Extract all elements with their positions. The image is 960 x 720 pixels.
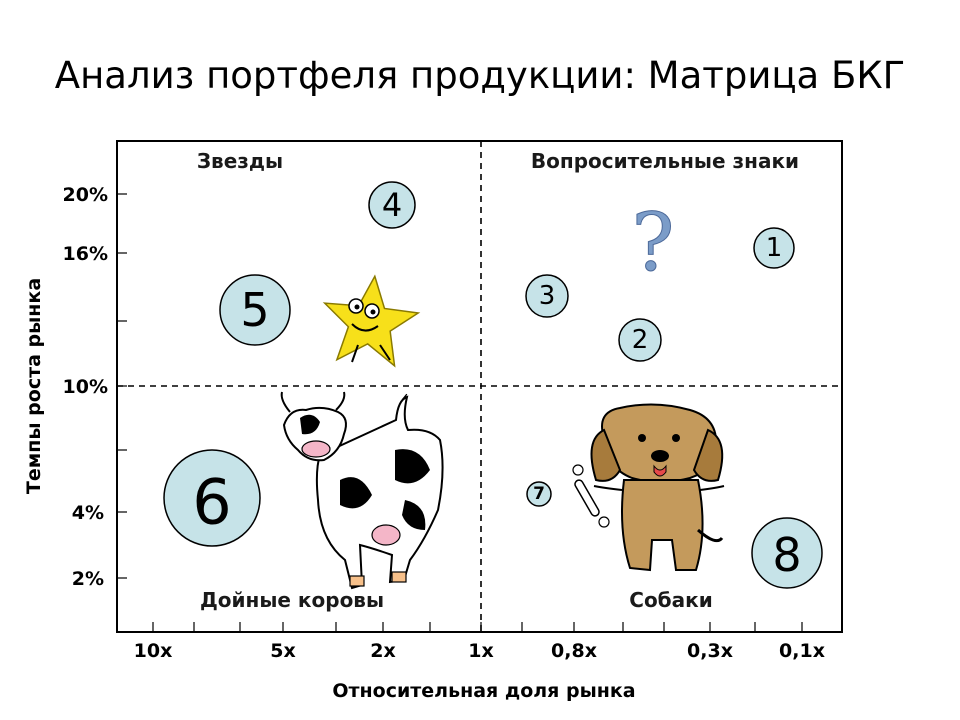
product-number: 3 <box>539 281 556 311</box>
y-tick-label: 20% <box>63 184 108 206</box>
product-bubble: 1 <box>753 227 795 269</box>
product-bubble: 2 <box>618 318 662 362</box>
x-tick-label: 0,8x <box>551 640 597 662</box>
x-tick-label: 10x <box>134 640 173 662</box>
star-icon <box>322 274 421 368</box>
x-tick-label: 0,1x <box>779 640 825 662</box>
quadrant-label-stars: Звезды <box>197 149 283 173</box>
quadrant-label-dogs: Собаки <box>629 588 712 612</box>
question-mark-icon: ? <box>632 196 675 289</box>
product-bubble: 5 <box>219 274 291 346</box>
y-tick-label: 4% <box>72 502 104 524</box>
quadrant-label-question-marks: Вопросительные знаки <box>531 149 799 173</box>
y-axis-title: Темпы роста рынка <box>23 278 45 494</box>
product-number: 5 <box>240 283 269 337</box>
product-number: 8 <box>772 528 801 582</box>
page-title: Анализ портфеля продукции: Матрица БКГ <box>55 54 905 97</box>
x-tick-label: 0,3x <box>687 640 733 662</box>
y-tick-label: 10% <box>63 376 108 398</box>
y-tick-label: 16% <box>63 243 108 265</box>
x-axis-ticks <box>152 622 803 632</box>
x-tick-label: 1x <box>468 640 493 662</box>
product-bubble: 4 <box>368 181 416 229</box>
x-axis-title: Относительная доля рынка <box>332 680 635 702</box>
y-tick-label: 2% <box>72 568 104 590</box>
x-tick-label: 2x <box>370 640 395 662</box>
product-bubble: 6 <box>163 449 261 547</box>
x-tick-label: 5x <box>270 640 295 662</box>
product-bubble: 7 <box>526 481 552 507</box>
product-number: 2 <box>632 325 649 355</box>
cow-icon <box>280 391 444 590</box>
dog-icon <box>572 403 725 572</box>
product-number: 1 <box>766 233 783 263</box>
product-bubble: 3 <box>525 274 569 318</box>
product-number: 6 <box>192 466 231 539</box>
quadrant-label-cash-cows: Дойные коровы <box>200 588 384 612</box>
product-number: 7 <box>533 484 545 504</box>
y-axis-ticks <box>117 193 127 579</box>
product-bubble: 8 <box>751 517 823 589</box>
product-number: 4 <box>382 186 402 224</box>
